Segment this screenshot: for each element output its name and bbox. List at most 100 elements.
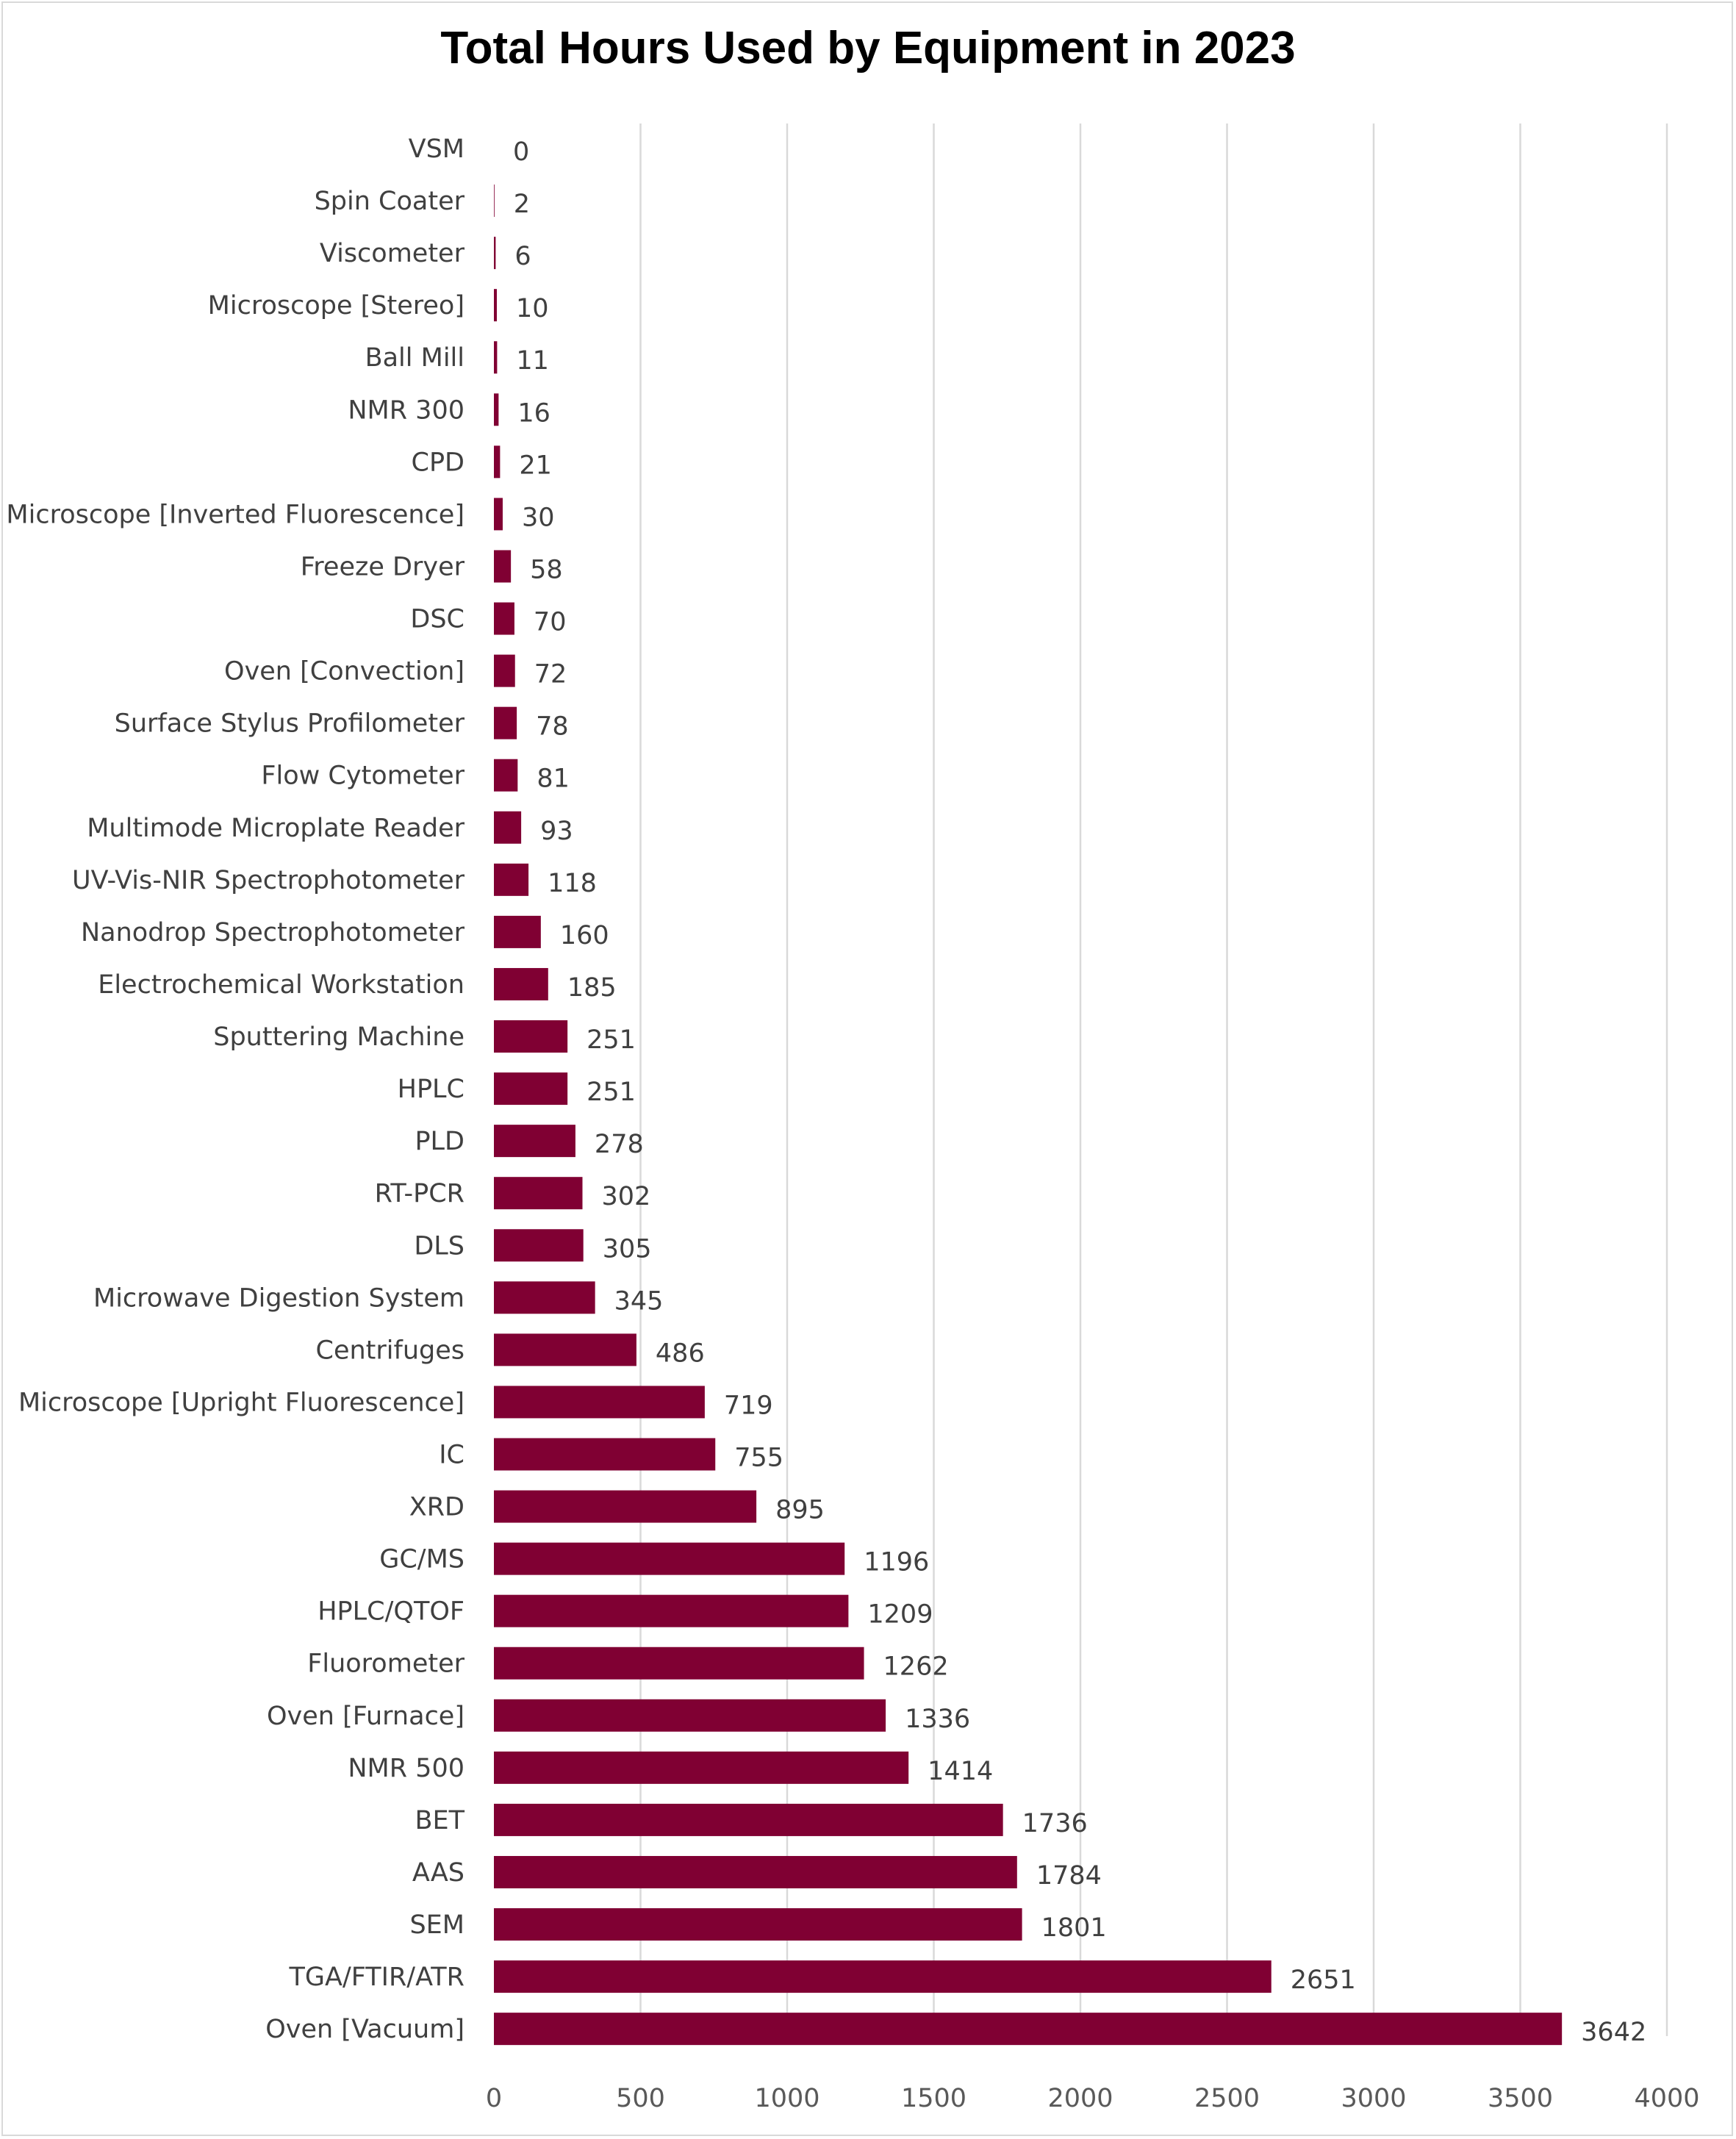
bar-microscope-stereo — [494, 289, 497, 322]
bar-surface-stylus-profilometer — [494, 706, 517, 739]
data-label-gc-ms: 1196 — [864, 1548, 929, 1577]
bar-sputtering-machine — [494, 1020, 568, 1053]
chart-title: Total Hours Used by Equipment in 2023 — [440, 23, 1296, 74]
category-label-rt-pcr: RT-PCR — [375, 1179, 465, 1208]
bar-freeze-dryer — [494, 550, 512, 583]
data-label-nmr-300: 16 — [517, 398, 550, 428]
category-label-hplc-qtof: HPLC/QTOF — [318, 1597, 465, 1627]
data-label-rt-pcr: 302 — [601, 1182, 650, 1211]
bar-microscope-upright-fluorescence — [494, 1386, 705, 1419]
bar-hplc-qtof — [494, 1594, 849, 1627]
category-label-microscope-upright-fluorescence: Microscope [Upright Fluorescence] — [18, 1388, 465, 1417]
bar-viscometer — [494, 237, 496, 270]
category-label-dsc: DSC — [410, 605, 465, 634]
category-label-xrd: XRD — [409, 1493, 465, 1522]
category-label-vsm: VSM — [409, 135, 465, 164]
category-label-surface-stylus-profilometer: Surface Stylus Profilometer — [115, 709, 465, 739]
category-label-sem: SEM — [409, 1910, 465, 1940]
bar-hplc — [494, 1072, 568, 1106]
category-label-ic: IC — [439, 1441, 465, 1470]
category-label-viscometer: Viscometer — [320, 239, 465, 268]
bar-dls — [494, 1229, 584, 1262]
category-label-spin-coater: Spin Coater — [315, 187, 465, 216]
data-label-oven-furnace: 1336 — [905, 1705, 970, 1734]
category-labels: VSM Spin Coater Viscometer Microscope [Ster… — [6, 135, 465, 2044]
category-label-oven-convection: Oven [Convection] — [224, 657, 465, 687]
category-label-tga-ftir-atr: TGA/FTIR/ATR — [289, 1963, 465, 1992]
bar-oven-furnace — [494, 1699, 886, 1732]
bar-nanodrop-spectrophotometer — [494, 915, 541, 948]
bar-fluorometer — [494, 1647, 864, 1680]
bar-centrifuges — [494, 1333, 636, 1366]
data-label-microwave-digestion-system: 345 — [614, 1286, 664, 1316]
category-label-pld: PLD — [415, 1127, 465, 1156]
category-label-microwave-digestion-system: Microwave Digestion System — [93, 1283, 465, 1313]
bar-gc-ms — [494, 1542, 845, 1575]
bar-tga-ftir-atr — [494, 1960, 1271, 1993]
x-axis-ticks: 0 500 1000 1500 2000 2500 3000 3500 4000 — [486, 2084, 1700, 2113]
x-tick-label-0: 0 — [486, 2084, 502, 2113]
data-label-microscope-stereo: 10 — [516, 294, 549, 323]
data-label-dsc: 70 — [534, 608, 567, 637]
bar-ball-mill — [494, 341, 498, 374]
data-label-dls: 305 — [603, 1234, 652, 1264]
bar-rt-pcr — [494, 1177, 583, 1210]
bar-pld — [494, 1125, 575, 1158]
data-label-ball-mill: 11 — [516, 346, 549, 376]
data-label-xrd: 895 — [775, 1496, 825, 1525]
x-tick-label-4000: 4000 — [1634, 2084, 1699, 2113]
gridlines — [639, 123, 1668, 2036]
data-label-electrochemical-workstation: 185 — [567, 973, 617, 1003]
category-label-bet: BET — [415, 1806, 465, 1835]
bar-sem — [494, 1908, 1022, 1941]
bar-multimode-microplate-reader — [494, 811, 522, 844]
category-label-nmr-300: NMR 300 — [348, 395, 465, 425]
bar-spin-coater — [494, 184, 495, 218]
data-label-vsm: 0 — [513, 137, 529, 167]
data-label-pld: 278 — [595, 1130, 644, 1159]
data-label-oven-convection: 72 — [534, 660, 567, 689]
category-label-oven-furnace: Oven [Furnace] — [267, 1702, 465, 1731]
x-tick-label-2500: 2500 — [1194, 2084, 1260, 2113]
data-label-fluorometer: 1262 — [883, 1652, 949, 1682]
data-label-multimode-microplate-reader: 93 — [540, 817, 573, 846]
bar-aas — [494, 1855, 1017, 1888]
data-label-bet: 1736 — [1022, 1809, 1088, 1838]
x-tick-label-2000: 2000 — [1047, 2084, 1113, 2113]
bar-electrochemical-workstation — [494, 967, 548, 1000]
bar-microwave-digestion-system — [494, 1281, 595, 1314]
bar-bet — [494, 1803, 1003, 1836]
data-labels: 0 2 6 10 11 16 21 30 58 70 72 78 81 93 118 160 185 251 251… — [513, 137, 1646, 2047]
bar-xrd — [494, 1490, 757, 1523]
data-label-viscometer: 6 — [514, 242, 531, 271]
bars — [494, 184, 1563, 2046]
data-label-flow-cytometer: 81 — [537, 764, 570, 794]
category-label-multimode-microplate-reader: Multimode Microplate Reader — [87, 814, 465, 843]
x-tick-label-3000: 3000 — [1341, 2084, 1406, 2113]
category-label-cpd: CPD — [412, 448, 465, 477]
data-label-aas: 1784 — [1036, 1861, 1102, 1891]
category-label-aas: AAS — [412, 1858, 465, 1888]
bar-nmr-300 — [494, 393, 499, 426]
category-label-centrifuges: Centrifuges — [316, 1336, 465, 1365]
category-label-freeze-dryer: Freeze Dryer — [301, 552, 465, 581]
bar-uv-vis-nir-spectrophotometer — [494, 863, 529, 896]
category-label-uv-vis-nir-spectrophotometer: UV-Vis-NIR Spectrophotometer — [72, 866, 465, 895]
data-label-nmr-500: 1414 — [928, 1757, 993, 1786]
x-tick-label-3500: 3500 — [1488, 2084, 1553, 2113]
x-tick-label-500: 500 — [616, 2084, 665, 2113]
category-label-electrochemical-workstation: Electrochemical Workstation — [98, 970, 465, 1000]
category-label-sputtering-machine: Sputtering Machine — [213, 1022, 465, 1052]
data-label-hplc-qtof: 1209 — [867, 1600, 933, 1630]
data-label-nanodrop-spectrophotometer: 160 — [560, 921, 609, 950]
data-label-microscope-inverted-fluorescence: 30 — [522, 503, 555, 532]
category-label-microscope-inverted-fluorescence: Microscope [Inverted Fluorescence] — [6, 500, 465, 529]
bar-flow-cytometer — [494, 759, 518, 792]
bar-oven-convection — [494, 654, 515, 687]
bar-nmr-500 — [494, 1751, 909, 1784]
x-tick-label-1000: 1000 — [754, 2084, 819, 2113]
bar-cpd — [494, 445, 501, 479]
category-label-oven-vacuum: Oven [Vacuum] — [265, 2015, 465, 2044]
data-label-uv-vis-nir-spectrophotometer: 118 — [548, 869, 597, 898]
